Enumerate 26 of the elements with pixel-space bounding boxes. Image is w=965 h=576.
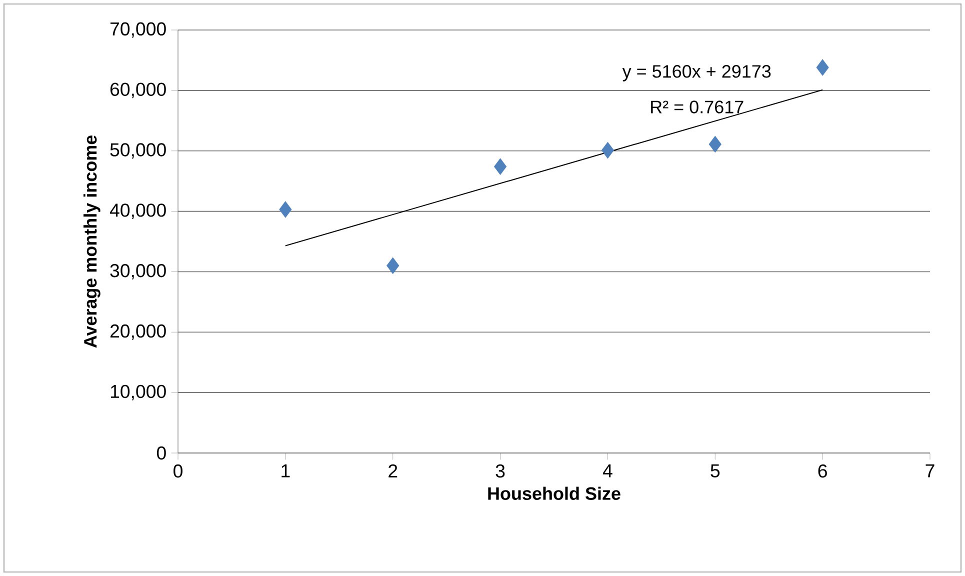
x-tick-label: 0 bbox=[174, 464, 182, 478]
y-tick-label: 40,000 bbox=[110, 204, 166, 219]
x-tick-label: 3 bbox=[496, 464, 505, 478]
point bbox=[494, 158, 507, 175]
point bbox=[279, 201, 292, 218]
x-tick-label: 1 bbox=[282, 464, 290, 478]
point bbox=[708, 136, 722, 152]
x-tick-label: 6 bbox=[818, 464, 827, 478]
annotation: R² = 0.7617 bbox=[651, 100, 744, 114]
y-tick-label: 60,000 bbox=[110, 82, 166, 98]
point bbox=[386, 257, 400, 274]
x-tick-label: 2 bbox=[388, 464, 398, 478]
point bbox=[601, 142, 614, 159]
annotation: y = 5160x + 29173 bbox=[622, 65, 771, 82]
y-tick-label: 70,000 bbox=[110, 22, 166, 38]
y-tick-label: 20,000 bbox=[110, 324, 166, 340]
x-tick-label: 7 bbox=[926, 464, 934, 478]
y-axis-title: Average monthly income bbox=[84, 135, 100, 348]
y-tick-label: 50,000 bbox=[110, 143, 166, 159]
x-tick-label: 4 bbox=[602, 464, 612, 478]
y-tick-label: 30,000 bbox=[110, 264, 166, 280]
y-tick-label: 0 bbox=[156, 446, 166, 460]
x-tick-label: 5 bbox=[710, 464, 720, 478]
x-axis-title: Household Size bbox=[488, 486, 620, 500]
y-tick-label: 10,000 bbox=[110, 384, 166, 400]
point bbox=[816, 59, 829, 76]
